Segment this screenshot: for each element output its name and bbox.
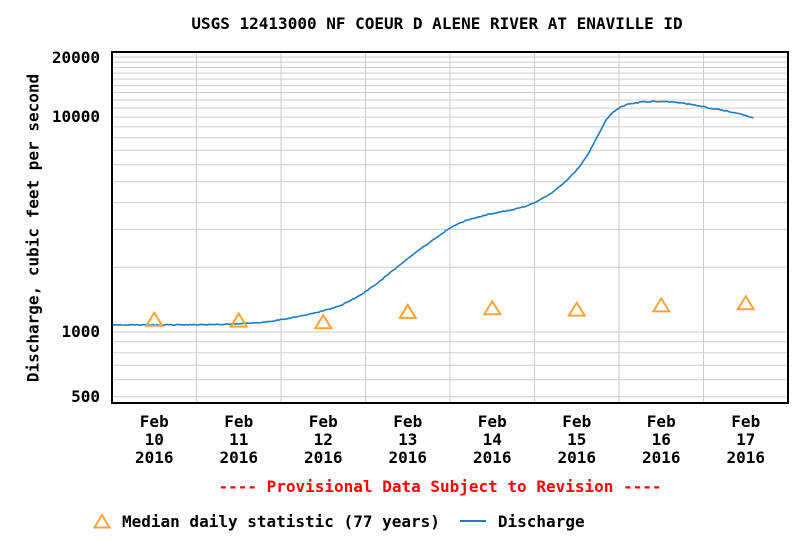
median-marker — [228, 311, 249, 328]
x-tick-label: Feb 10 2016 — [134, 412, 174, 467]
median-marker — [735, 294, 756, 311]
y-tick-label: 1000 — [61, 322, 100, 341]
discharge-line-icon — [459, 520, 486, 522]
plot-frame — [111, 51, 789, 404]
legend-discharge-label: Discharge — [497, 511, 585, 531]
y-tick-label: 10000 — [51, 107, 100, 126]
median-triangle-icon — [93, 513, 111, 529]
x-tick-label: Feb 15 2016 — [557, 412, 597, 467]
discharge-line — [111, 100, 754, 327]
x-tick-label: Feb 11 2016 — [219, 412, 259, 467]
median-marker — [397, 303, 418, 319]
x-tick-label: Feb 16 2016 — [641, 412, 681, 467]
median-marker — [566, 300, 587, 317]
y-tick-label: 20000 — [51, 48, 100, 67]
chart-title: USGS 12413000 NF COEUR D ALENE RIVER AT … — [191, 14, 683, 33]
provisional-note: ---- Provisional Data Subject to Revisio… — [218, 477, 662, 496]
legend-median-label: Median daily statistic (77 years) — [122, 511, 440, 531]
y-tick-label: 500 — [71, 386, 100, 406]
median-marker — [482, 299, 503, 316]
x-tick-label: Feb 14 2016 — [472, 412, 512, 467]
median-marker — [651, 296, 672, 313]
legend: Median daily statistic (77 years) Discha… — [93, 511, 585, 531]
median-marker — [144, 310, 165, 327]
x-tick-label: Feb 17 2016 — [726, 412, 766, 467]
x-tick-label: Feb 13 2016 — [388, 412, 428, 467]
x-tick-label: Feb 12 2016 — [303, 412, 343, 467]
median-marker — [313, 313, 334, 330]
